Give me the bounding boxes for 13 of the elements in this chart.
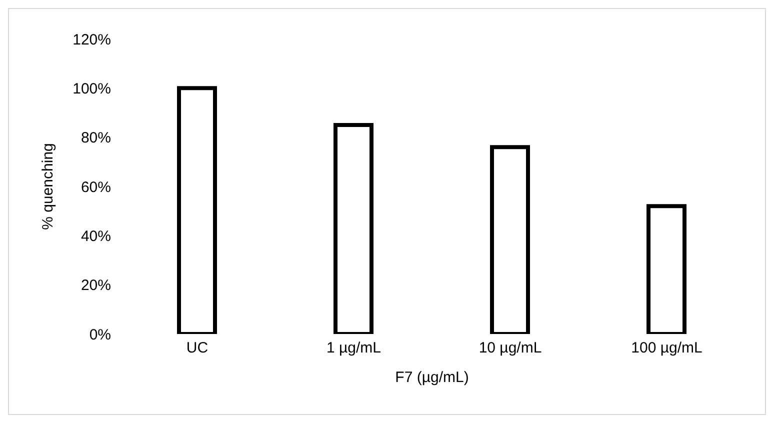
y-axis-title: % quenching bbox=[39, 143, 56, 230]
x-tick-label: 1 µg/mL bbox=[326, 340, 381, 357]
y-tick-label: 20% bbox=[80, 277, 111, 294]
x-tick-label: 10 µg/mL bbox=[478, 340, 542, 357]
x-tick-label: 100 µg/mL bbox=[631, 340, 702, 357]
y-tick-label: 80% bbox=[80, 130, 111, 147]
y-tick-label: 100% bbox=[72, 80, 111, 98]
y-tick-label: 40% bbox=[80, 228, 111, 245]
y-tick-label: 0% bbox=[89, 326, 111, 344]
x-tick-label: UC bbox=[186, 340, 208, 357]
y-tick-label: 60% bbox=[80, 178, 111, 196]
x-axis-title: F7 (µg/mL) bbox=[395, 369, 469, 386]
y-tick-label: 120% bbox=[72, 31, 111, 48]
